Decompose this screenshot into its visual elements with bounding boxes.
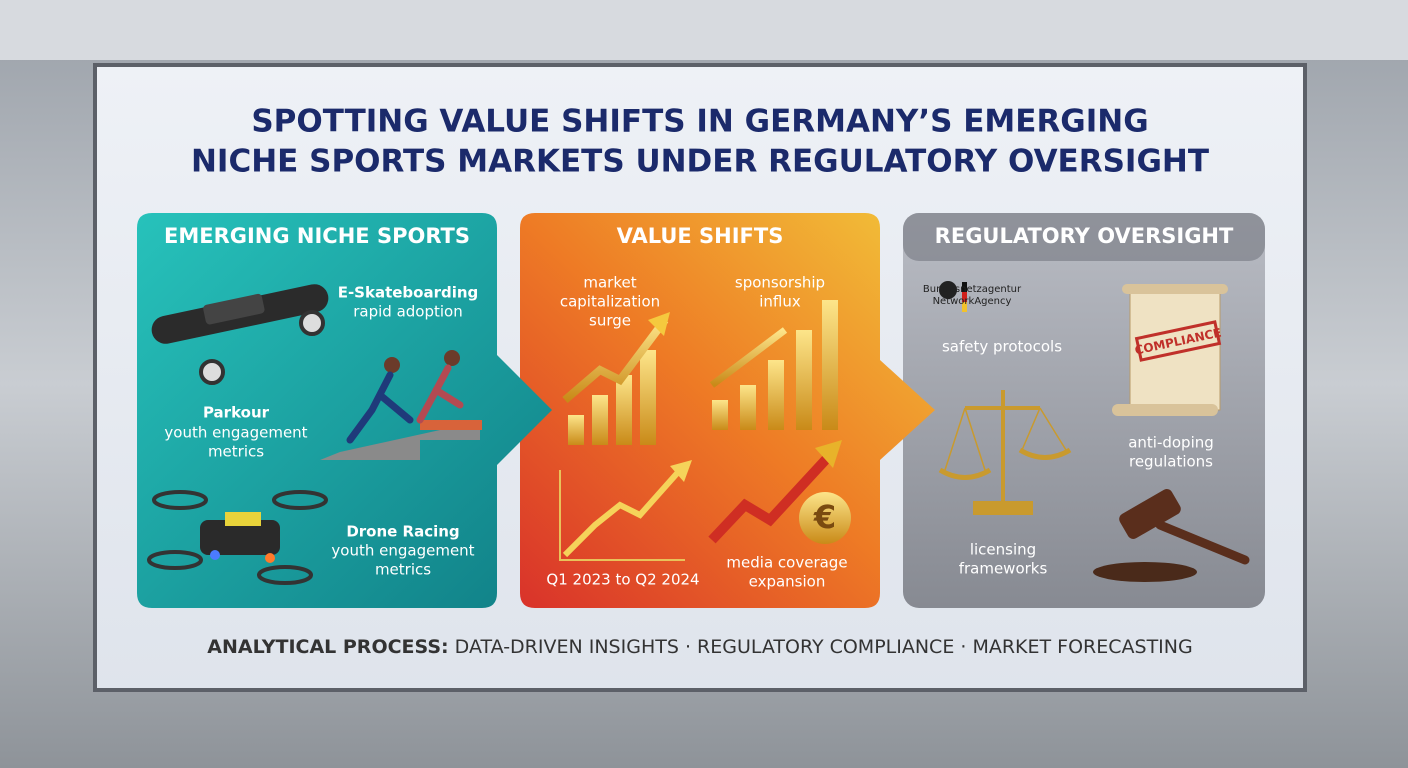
flag-gold [962,302,967,312]
scroll-roll [1122,284,1228,294]
bar [740,385,756,430]
bar [768,360,784,430]
drone-body [200,520,280,555]
scales-icon [938,390,1072,515]
bar-chart-icon [709,300,838,430]
value-note: surge [589,312,631,330]
parkour-icon [320,350,482,460]
trend-arrow [708,451,834,544]
value-note: market [583,274,636,292]
led [265,553,275,563]
sport-label: Parkour [203,404,270,422]
bar-chart-icon [562,312,670,445]
arrow-head [670,460,692,482]
scale-base [973,501,1033,515]
sport-note: metrics [375,561,431,579]
coin [799,492,851,544]
battery [203,293,265,325]
value-note: Q1 2023 to Q2 2024 [546,571,699,589]
agency-name: NetworkAgency [933,296,1012,307]
runner [346,371,414,444]
footer: ANALYTICAL PROCESS: DATA-DRIVEN INSIGHTS… [207,636,1192,658]
gavel-handle [1155,520,1250,565]
bar [640,350,656,445]
rotor [272,490,328,510]
panel-title: REGULATORY OVERSIGHT [935,224,1234,248]
ceiling [0,0,1408,60]
trend-arrow [709,327,788,388]
led [210,550,220,560]
sport-label: Drone Racing [346,523,459,541]
sport-note: youth engagement [331,542,474,560]
line-chart-icon [559,460,692,561]
rotor [152,490,208,510]
scroll-roll [1112,404,1218,416]
reg-note: anti-doping [1128,434,1214,452]
scale-pans [938,447,1072,480]
rotor [257,565,313,585]
runner [384,357,400,373]
sport-note: rapid adoption [353,303,462,321]
eagle [939,281,957,299]
value-note: expansion [749,573,826,591]
value-note: sponsorship [735,274,825,292]
value-note: capitalization [560,293,660,311]
wheel [299,310,325,336]
panel-header [903,213,1265,261]
sport-note: metrics [208,443,264,461]
reg-note: licensing [970,541,1036,559]
drone-icon [147,490,328,585]
reg-note: regulations [1129,453,1213,471]
bar [712,400,728,430]
flag-black [962,282,967,292]
flag-red [962,292,967,302]
value-note: influx [759,293,801,311]
bar [568,415,584,445]
value-note: media coverage [726,554,847,572]
gavel-block [1093,562,1197,582]
title-line: SPOTTING VALUE SHIFTS IN GERMANY’S EMERG… [251,104,1148,140]
currency-symbol: € [813,498,836,536]
panel-title: VALUE SHIFTS [617,224,784,248]
scale-beam [965,390,1040,505]
sport-note: youth engagement [164,424,307,442]
euro-icon: € [708,440,851,544]
gavel-icon [1093,489,1250,582]
skateboard-icon [151,284,329,385]
bar [796,330,812,430]
scroll [1129,289,1221,411]
arrow-head [815,440,842,468]
agency-name: Bundesnetzagentur [923,284,1022,295]
sport-label: E-Skateboarding [338,284,479,302]
footer-label: ANALYTICAL PROCESS: [207,636,448,658]
runner [444,350,460,366]
ledge [420,420,482,430]
agency-logo [939,281,967,312]
reg-note: frameworks [959,560,1048,578]
reg-note: safety protocols [942,338,1062,356]
scroll-icon: COMPLIANCE [1112,284,1228,416]
gavel-head [1119,489,1181,539]
bar [822,300,838,430]
axis [559,470,685,561]
wheel [199,359,225,385]
trend-line [562,468,683,558]
stamp-frame [1134,320,1222,362]
panel-title: EMERGING NICHE SPORTS [164,224,470,248]
trend-arrow [562,317,669,404]
scale-chains [944,407,1067,471]
bar [592,395,608,445]
drone-camera [225,512,261,526]
arrow-head [648,312,670,336]
bar [616,375,632,445]
title-line: NICHE SPORTS MARKETS UNDER REGULATORY OV… [191,144,1209,180]
footer-text: DATA-DRIVEN INSIGHTS · REGULATORY COMPLI… [449,636,1193,658]
runner [416,364,464,424]
rotor [147,550,203,570]
